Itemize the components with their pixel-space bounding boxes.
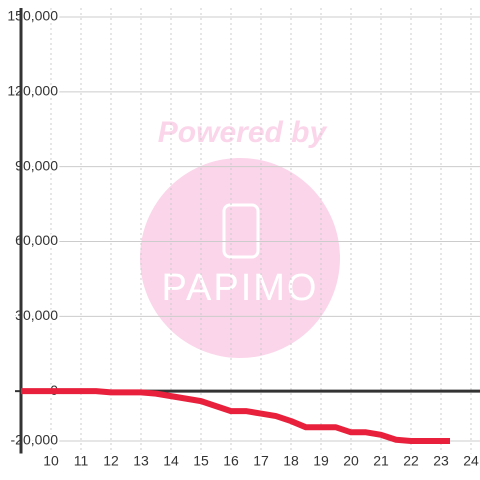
x-tick-label: 14: [163, 453, 179, 469]
x-tick-label: 13: [133, 453, 149, 469]
y-tick-label: 90,000: [15, 157, 58, 173]
x-tick-label: 12: [103, 453, 119, 469]
watermark-text: Powered by: [158, 116, 328, 149]
data-line: [21, 388, 450, 445]
y-tick-label: 150,000: [7, 8, 58, 24]
x-tick-label: 24: [463, 453, 479, 469]
watermark-logo: PAPIMO: [162, 267, 319, 309]
x-tick-label: 15: [193, 453, 209, 469]
y-tick-label: 30,000: [15, 307, 58, 323]
x-tick-label: 16: [223, 453, 239, 469]
y-tick-label: 120,000: [7, 83, 58, 99]
x-tick-label: 11: [74, 453, 89, 469]
x-tick-label: 23: [433, 453, 449, 469]
y-tick-label: -20,000: [11, 432, 59, 448]
x-tick-label: 17: [253, 453, 269, 469]
x-tick-label: 22: [403, 453, 419, 469]
x-tick-label: 20: [343, 453, 359, 469]
y-tick-label: 60,000: [15, 232, 58, 248]
x-tick-label: 18: [283, 453, 299, 469]
x-tick-label: 10: [43, 453, 59, 469]
watermark-icon: [222, 203, 260, 259]
x-tick-label: 21: [373, 453, 389, 469]
x-tick-label: 19: [313, 453, 329, 469]
